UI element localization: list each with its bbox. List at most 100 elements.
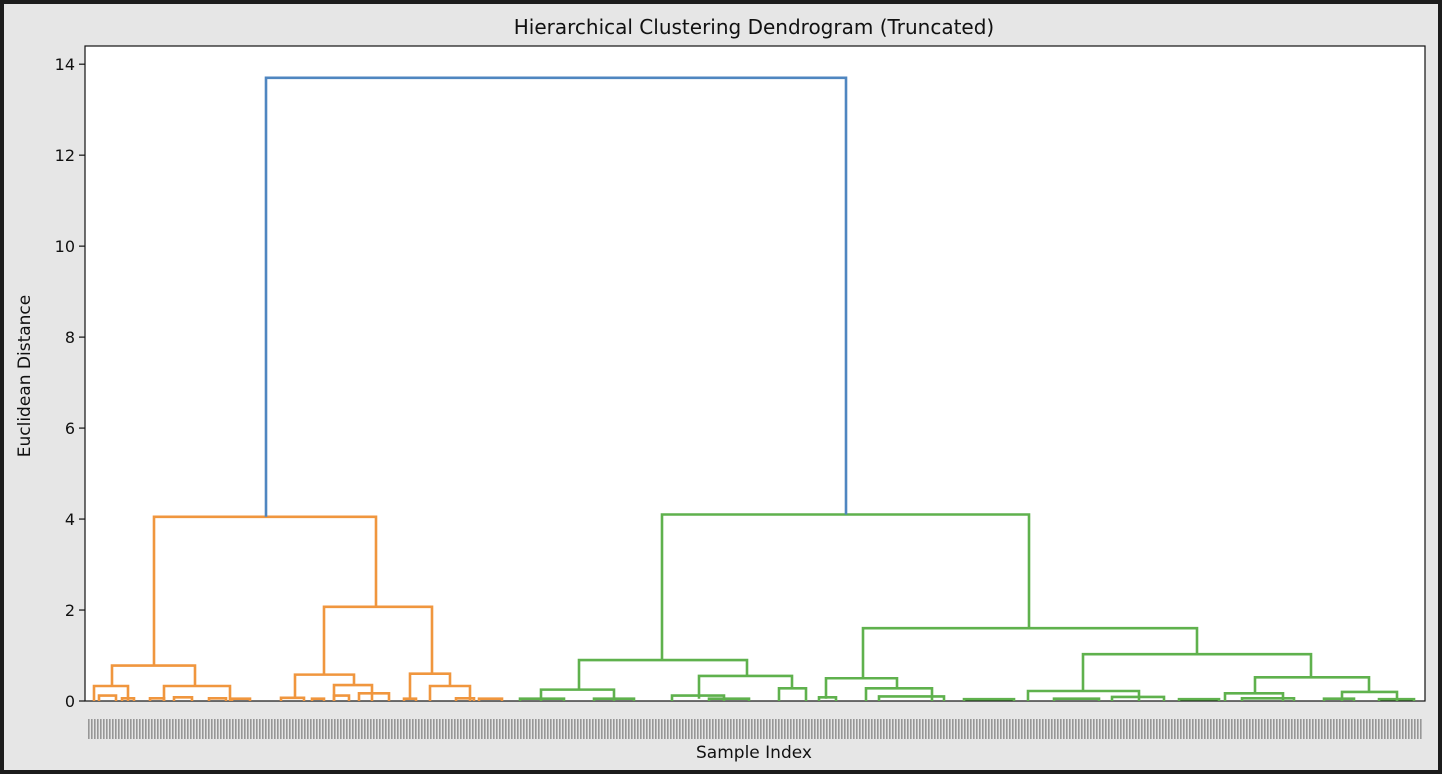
leaf-tick-label [1363, 719, 1365, 739]
leaf-tick-label [697, 719, 699, 739]
leaf-tick-label [895, 719, 897, 739]
leaf-tick-label [829, 719, 831, 739]
dendrogram-link [207, 696, 228, 701]
leaf-tick-label [1405, 719, 1407, 739]
dendrogram-link [1110, 695, 1166, 701]
leaf-tick-label [832, 719, 834, 739]
leaf-tick-label [505, 719, 507, 739]
dendrogram-link [310, 697, 326, 701]
leaf-tick-label [178, 719, 180, 739]
leaf-tick-label [703, 719, 705, 739]
leaf-tick-label [1258, 719, 1260, 739]
leaf-tick-label [592, 719, 594, 739]
leaf-tick-label [778, 719, 780, 739]
leaf-tick-label [184, 719, 186, 739]
leaf-tick-label [199, 719, 201, 739]
leaf-tick-label [529, 719, 531, 739]
leaf-tick-label [1411, 719, 1413, 739]
leaf-tick-label [151, 719, 153, 739]
leaf-tick-label [499, 719, 501, 739]
leaf-tick-label [211, 719, 213, 739]
leaf-tick-label [1051, 719, 1053, 739]
leaf-tick-label [406, 719, 408, 739]
leaf-tick-label [586, 719, 588, 739]
leaf-tick-label [580, 719, 582, 739]
plot-area [84, 45, 1426, 702]
leaf-tick-label [817, 719, 819, 739]
dendrogram-link [518, 697, 566, 701]
leaf-tick-label [619, 719, 621, 739]
leaf-tick-label [220, 719, 222, 739]
leaf-tick-label [1372, 719, 1374, 739]
leaf-tick-label [445, 719, 447, 739]
leaf-tick-label [1174, 719, 1176, 739]
leaf-tick-label [172, 719, 174, 739]
leaf-tick-label [112, 719, 114, 739]
leaf-tick-label [1192, 719, 1194, 739]
leaf-tick-label [1006, 719, 1008, 739]
leaf-tick-label [295, 719, 297, 739]
leaf-tick-label [910, 719, 912, 739]
dendrogram-link [1052, 697, 1101, 701]
leaf-tick-label [361, 719, 363, 739]
leaf-tick-label [928, 719, 930, 739]
dendrogram-link [660, 513, 1031, 661]
leaf-tick-label [526, 719, 528, 739]
leaf-tick-label [751, 719, 753, 739]
leaf-tick-label [643, 719, 645, 739]
leaf-tick-label [1279, 719, 1281, 739]
leaf-tick-label [343, 719, 345, 739]
leaf-tick-label [1003, 719, 1005, 739]
leaf-tick-label [271, 719, 273, 739]
leaf-tick-label [547, 719, 549, 739]
dendrogram-link [824, 676, 899, 699]
leaf-tick-label [1069, 719, 1071, 739]
leaf-tick-label [265, 719, 267, 739]
dendrogram-link [454, 696, 476, 701]
leaf-tick-label [1261, 719, 1263, 739]
leaf-tick-label [1324, 719, 1326, 739]
leaf-tick-label [1288, 719, 1290, 739]
leaf-tick-label [1063, 719, 1065, 739]
leaf-tick-label [1144, 719, 1146, 739]
dendrogram-chart: Hierarchical Clustering Dendrogram (Trun… [15, 15, 1426, 763]
leaf-tick-label [283, 719, 285, 739]
dendrogram-link [1253, 676, 1371, 694]
leaf-tick-label [901, 719, 903, 739]
leaf-tick-label [1054, 719, 1056, 739]
leaf-tick-label [133, 719, 135, 739]
leaf-tick-label [883, 719, 885, 739]
leaf-tick-label [1342, 719, 1344, 739]
leaf-tick-label [700, 719, 702, 739]
leaf-tick-label [1072, 719, 1074, 739]
leaf-tick-label [712, 719, 714, 739]
leaf-tick-label [415, 719, 417, 739]
leaf-tick-label [322, 719, 324, 739]
leaf-tick-label [1159, 719, 1161, 739]
leaf-tick-label [1213, 719, 1215, 739]
leaf-tick-label [385, 719, 387, 739]
dendrogram-link [162, 684, 232, 701]
leaf-tick-label [229, 719, 231, 739]
leaf-tick-label [1180, 719, 1182, 739]
leaf-tick-label [1075, 719, 1077, 739]
leaf-tick-label [1012, 719, 1014, 739]
leaf-tick-label [88, 719, 90, 739]
dendrogram-link [1322, 697, 1356, 701]
leaf-tick-label [1108, 719, 1110, 739]
leaf-tick-label [1171, 719, 1173, 739]
leaf-tick-label [472, 719, 474, 739]
dendrogram-link [230, 697, 252, 701]
leaf-tick-label [1198, 719, 1200, 739]
leaf-tick-label [1201, 719, 1203, 739]
leaf-tick-label [100, 719, 102, 739]
leaf-tick-label [205, 719, 207, 739]
leaf-tick-label [1390, 719, 1392, 739]
leaf-tick-label [1036, 719, 1038, 739]
leaf-tick-label [739, 719, 741, 739]
leaf-tick-label [1249, 719, 1251, 739]
leaf-tick-label [961, 719, 963, 739]
dendrogram-link [332, 694, 351, 701]
leaf-tick-label [466, 719, 468, 739]
dendrogram-link [1377, 697, 1416, 701]
